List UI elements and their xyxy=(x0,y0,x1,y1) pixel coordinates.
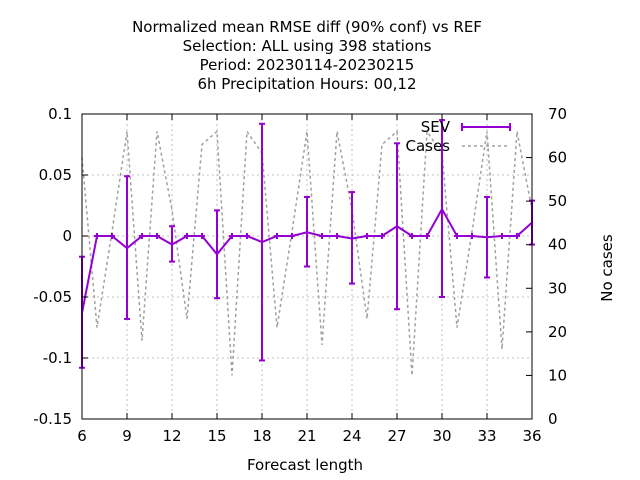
y2-axis-label: No cases xyxy=(598,234,616,302)
y2-tick-label: 20 xyxy=(548,323,567,341)
y-tick-label: -0.1 xyxy=(43,349,72,367)
y-tick-label: -0.05 xyxy=(33,288,72,306)
y-tick-label: -0.15 xyxy=(33,410,72,428)
x-axis-tick-labels: 6 9 12 15 18 21 24 27 30 33 36 xyxy=(77,427,541,445)
y-tick-label: 0.05 xyxy=(39,166,72,184)
y2-tick-label: 50 xyxy=(548,192,567,210)
title-line-2: Selection: ALL using 398 stations xyxy=(183,37,432,55)
x-tick-label: 9 xyxy=(122,427,132,445)
x-tick-label: 15 xyxy=(207,427,226,445)
legend-sample-sev xyxy=(461,123,511,131)
y-tick-label: 0.1 xyxy=(48,105,72,123)
cases-series xyxy=(81,129,533,376)
x-tick-label: 30 xyxy=(432,427,451,445)
y2-tick-label: 0 xyxy=(548,410,558,428)
title-line-4: 6h Precipitation Hours: 00,12 xyxy=(197,75,416,93)
x-axis-label: Forecast length xyxy=(247,456,363,474)
y2-tick-label: 10 xyxy=(548,366,567,384)
x-tick-label: 36 xyxy=(522,427,541,445)
axis-ticks xyxy=(81,113,533,420)
chart-title: Normalized mean RMSE diff (90% conf) vs … xyxy=(132,18,482,93)
legend-label-sev: SEV xyxy=(421,118,451,136)
y2-tick-label: 40 xyxy=(548,236,567,254)
legend: SEV Cases xyxy=(405,118,511,155)
x-tick-label: 18 xyxy=(252,427,271,445)
sev-series xyxy=(79,119,535,369)
y2-tick-label: 30 xyxy=(548,279,567,297)
y2-tick-label: 70 xyxy=(548,105,567,123)
cases-line xyxy=(81,129,533,376)
x-tick-label: 6 xyxy=(77,427,87,445)
legend-label-cases: Cases xyxy=(405,137,450,155)
x-tick-label: 21 xyxy=(297,427,316,445)
y2-axis-tick-labels: 70 60 50 40 30 20 10 0 xyxy=(548,105,567,428)
x-tick-label: 33 xyxy=(477,427,496,445)
y-tick-label: 0 xyxy=(62,227,72,245)
x-tick-label: 27 xyxy=(387,427,406,445)
title-line-3: Period: 20230114-20230215 xyxy=(200,56,415,74)
x-tick-label: 12 xyxy=(162,427,181,445)
y-axis-tick-labels: 0.1 0.05 0 -0.05 -0.1 -0.15 xyxy=(33,105,72,428)
y2-tick-label: 60 xyxy=(548,149,567,167)
title-line-1: Normalized mean RMSE diff (90% conf) vs … xyxy=(132,18,482,36)
x-tick-label: 24 xyxy=(342,427,361,445)
